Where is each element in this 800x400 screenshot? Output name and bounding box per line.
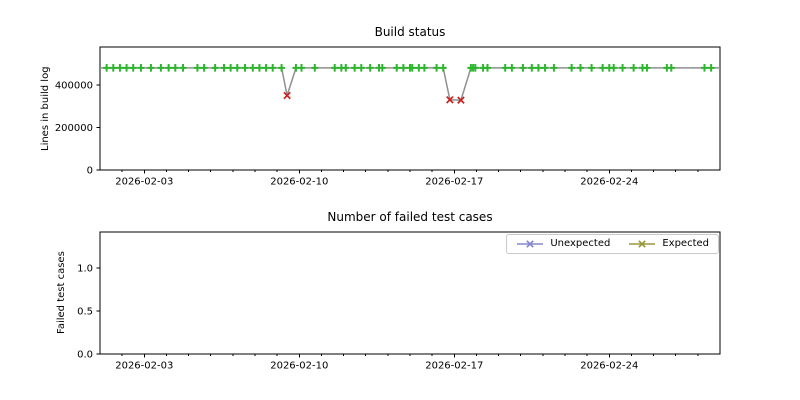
svg-text:2026-02-24: 2026-02-24 (580, 361, 638, 372)
svg-text:2026-02-17: 2026-02-17 (425, 361, 483, 372)
failed-tests-ylabel: Failed test cases (56, 251, 67, 335)
legend: Unexpected Expected (506, 234, 719, 254)
expected-line-marker-icon (629, 240, 656, 248)
svg-text:0.5: 0.5 (77, 307, 93, 318)
svg-text:2026-02-17: 2026-02-17 (425, 177, 483, 188)
svg-text:400000: 400000 (55, 80, 93, 91)
svg-text:2026-02-03: 2026-02-03 (115, 177, 173, 188)
svg-text:200000: 200000 (55, 123, 93, 134)
legend-label-unexpected: Unexpected (550, 238, 611, 249)
legend-item-unexpected: Unexpected (516, 238, 610, 250)
svg-text:0.0: 0.0 (77, 350, 93, 361)
failed-tests-plot: 2026-02-03 2026-02-10 2026-02-17 2026-02-24… (77, 231, 721, 372)
failed-tests-title: Number of failed test cases (327, 210, 493, 224)
svg-text:2026-02-10: 2026-02-10 (270, 177, 328, 188)
svg-text:2026-02-24: 2026-02-24 (580, 177, 638, 188)
build-status-title: Build status (374, 25, 446, 39)
build-status-plot: 2026-02-03 2026-02-10 2026-02-17 2026-02-24… (55, 46, 721, 188)
svg-text:0: 0 (87, 166, 93, 177)
svg-text:2026-02-10: 2026-02-10 (270, 361, 328, 372)
unexpected-line-marker-icon (517, 240, 544, 248)
svg-text:2026-02-03: 2026-02-03 (115, 361, 173, 372)
svg-text:1.0: 1.0 (77, 264, 93, 275)
legend-label-expected: Expected (662, 238, 709, 249)
legend-item-expected: Expected (628, 238, 709, 250)
build-status-ylabel: Lines in build log (40, 66, 51, 151)
